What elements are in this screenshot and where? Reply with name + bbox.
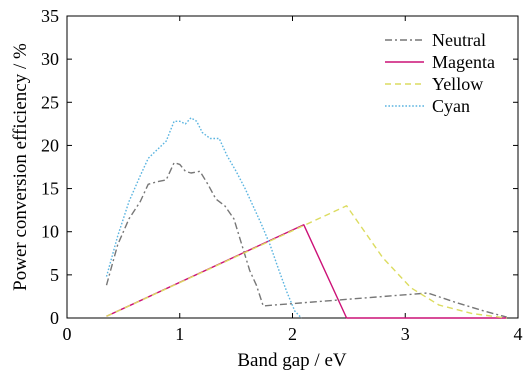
y-tick-label: 0 xyxy=(50,308,59,328)
x-tick-label: 0 xyxy=(63,324,72,344)
y-axis-label: Power conversion efficiency / % xyxy=(10,43,31,291)
legend-label-magenta: Magenta xyxy=(432,52,495,72)
x-tick-label: 3 xyxy=(401,324,410,344)
y-tick-label: 25 xyxy=(41,92,59,112)
x-tick-label: 4 xyxy=(514,324,523,344)
series-line-yellow xyxy=(106,205,507,319)
y-tick-label: 20 xyxy=(41,135,59,155)
series-line-magenta xyxy=(106,224,507,319)
y-tick-label: 15 xyxy=(41,179,59,199)
legend-label-yellow: Yellow xyxy=(432,74,483,94)
series-layer xyxy=(105,117,507,319)
ticks: 0 1 2 3 4 0 5 10 15 20 25 30 35 xyxy=(41,6,523,344)
legend-label-cyan: Cyan xyxy=(432,96,470,116)
x-axis-label: Band gap / eV xyxy=(237,350,347,371)
y-tick-label: 30 xyxy=(41,49,59,69)
y-tick-label: 10 xyxy=(41,222,59,242)
y-tick-label: 35 xyxy=(41,6,59,26)
y-tick-label: 5 xyxy=(50,265,59,285)
x-tick-label: 1 xyxy=(175,324,184,344)
series-line-neutral xyxy=(105,161,507,318)
legend-label-neutral: Neutral xyxy=(432,30,486,50)
x-tick-label: 2 xyxy=(288,324,297,344)
series-line-cyan xyxy=(105,117,303,319)
